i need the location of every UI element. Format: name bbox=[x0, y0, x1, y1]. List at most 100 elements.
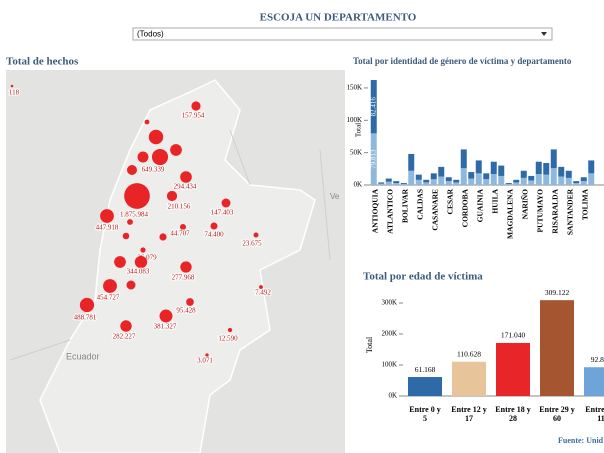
bubble bbox=[126, 164, 138, 176]
bubble bbox=[180, 171, 192, 183]
bar-segment bbox=[453, 179, 460, 183]
map-title: Total de hechos bbox=[6, 56, 79, 68]
bar-value-label: 110.628 bbox=[457, 349, 481, 358]
source: Fuente: Unid bbox=[558, 436, 604, 445]
bar-segment bbox=[393, 183, 400, 185]
bubble-label: 210.156 bbox=[168, 203, 191, 211]
bar-segment bbox=[460, 168, 467, 185]
bubble bbox=[103, 279, 117, 293]
bubble-label: 282.227 bbox=[113, 333, 136, 341]
x-tick-label: RISARALDA bbox=[550, 188, 559, 233]
x-tick-label: GUAINIA bbox=[475, 188, 484, 222]
gender-chart-title: Total por identidad de género de víctima… bbox=[353, 56, 572, 66]
bar-segment bbox=[468, 172, 475, 179]
map-land bbox=[39, 79, 316, 453]
y-tick-label: 300K bbox=[381, 299, 397, 307]
bubble-label: 381.327 bbox=[154, 323, 177, 331]
bar-segment bbox=[588, 173, 595, 185]
map-place: Ecuador bbox=[66, 351, 100, 361]
bar-segment bbox=[535, 174, 542, 185]
bubble-label: 344.083 bbox=[127, 268, 150, 276]
x-tick-label: CALDAS bbox=[415, 189, 424, 220]
bar-segment bbox=[408, 153, 415, 171]
x-tick-label: Entre 6 y11 bbox=[585, 405, 604, 423]
bubble bbox=[210, 222, 218, 230]
bar-segment bbox=[475, 160, 482, 174]
y-tick-label: 100K bbox=[346, 116, 362, 124]
bubble bbox=[144, 119, 150, 125]
dropdown[interactable] bbox=[132, 27, 553, 41]
bubble bbox=[122, 232, 130, 240]
bubble-label: 7.492 bbox=[255, 289, 271, 297]
bubble bbox=[10, 84, 14, 88]
bubble-label: 454.727 bbox=[97, 294, 120, 302]
x-tick-label: PUTUMAYO bbox=[535, 189, 544, 233]
x-tick-label: Entre 18 y 28 bbox=[495, 405, 530, 423]
bar-segment bbox=[490, 161, 497, 174]
bubble bbox=[127, 219, 133, 225]
bubble-label: 12.590 bbox=[218, 335, 238, 343]
bar-segment bbox=[483, 173, 490, 180]
bubble bbox=[100, 209, 114, 223]
x-tick-label: SANTANDER bbox=[565, 188, 574, 235]
age-chart-title: Total por edad de víctima bbox=[363, 271, 483, 283]
bubble bbox=[126, 280, 136, 290]
bubble bbox=[134, 255, 148, 269]
bar-segment bbox=[558, 176, 565, 185]
bar-segment bbox=[378, 183, 385, 185]
bubble-label: 3.071 bbox=[197, 357, 213, 365]
y-axis-label: Total bbox=[355, 123, 363, 137]
x-tick-label: ANTIOQUIA bbox=[370, 188, 379, 233]
x-tick-label: ATLANTICO bbox=[385, 189, 394, 234]
bubble-label: 294.434 bbox=[174, 183, 197, 191]
filter-title: ESCOJA UN DEPARTAMENTO bbox=[260, 12, 417, 24]
bubble bbox=[180, 224, 186, 230]
bar-segment bbox=[543, 174, 550, 185]
y-tick-label: 150K bbox=[346, 84, 362, 92]
bar-segment bbox=[565, 170, 572, 178]
bar-segment bbox=[423, 179, 430, 183]
bar-segment bbox=[430, 173, 437, 180]
bubble-label: 147.403 bbox=[211, 209, 234, 217]
bubble bbox=[140, 247, 146, 253]
map-place: Ve bbox=[330, 192, 340, 201]
bar-segment bbox=[490, 174, 497, 185]
bar-segment bbox=[573, 183, 580, 185]
bar-segment bbox=[520, 170, 527, 178]
bar bbox=[496, 342, 530, 396]
bubble-label: 488.781 bbox=[74, 314, 97, 322]
bar-segment bbox=[520, 177, 527, 185]
bar-value-label: 309.122 bbox=[545, 288, 570, 297]
dropdown-arrow bbox=[541, 32, 547, 36]
bar-segment bbox=[370, 133, 377, 185]
bar-segment bbox=[415, 174, 422, 180]
bar-segment bbox=[385, 178, 392, 182]
bar-segment bbox=[400, 184, 407, 185]
bar-segment bbox=[558, 166, 565, 177]
bubble bbox=[79, 297, 95, 313]
bar bbox=[584, 367, 604, 396]
bar-value-label: 171.040 bbox=[501, 331, 526, 340]
bubble bbox=[114, 256, 126, 268]
bubble bbox=[227, 327, 233, 333]
bar-segment bbox=[505, 183, 512, 185]
bar-segment bbox=[385, 181, 392, 185]
x-tick-label: BOLIVAR bbox=[400, 188, 409, 223]
x-tick-label: CASANARE bbox=[430, 189, 439, 231]
bubble bbox=[124, 183, 150, 209]
bar-segment bbox=[400, 183, 407, 185]
bar-segment bbox=[445, 177, 452, 182]
bar-value-label: 92.830 bbox=[591, 355, 604, 364]
bar-segment bbox=[393, 181, 400, 184]
bubble-label: 447.918 bbox=[96, 224, 119, 232]
bubble bbox=[170, 144, 182, 156]
bar-segment bbox=[528, 180, 535, 185]
y-tick-label: 0K bbox=[353, 181, 362, 189]
bar-segment bbox=[445, 181, 452, 185]
bubble bbox=[159, 309, 173, 323]
bar-segment bbox=[438, 176, 445, 185]
bar bbox=[408, 377, 442, 396]
